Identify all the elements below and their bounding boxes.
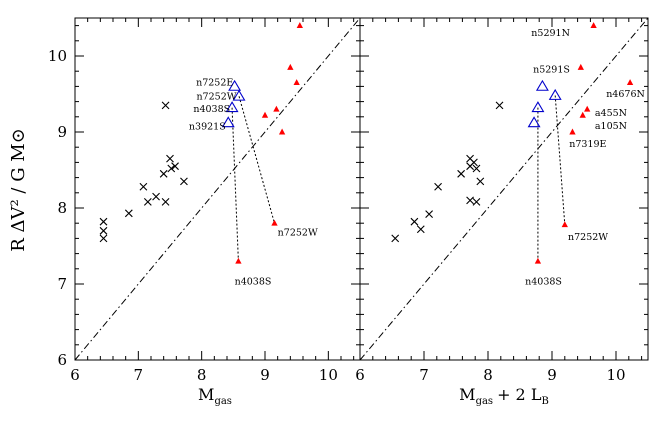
filled-triangle-point (273, 105, 280, 112)
x-marker-point (99, 217, 108, 226)
left-panel: 6 7 8 9 10 6 7 8 9 10 n7252E n7252W n4038S n3921S n725… (48, 17, 361, 384)
plot-frame-right (359, 17, 649, 361)
x-marker-point (167, 164, 176, 173)
x-tick-label: 8 (483, 366, 493, 384)
point-annotation: n5291N (531, 28, 570, 39)
x-marker-point (171, 162, 179, 171)
x-axis-label-left-main: M (198, 385, 214, 404)
x-marker-point (416, 225, 425, 234)
filled-triangle-point (584, 105, 591, 112)
filled-triangle-point (235, 257, 242, 264)
filled-triangle-point (278, 128, 286, 135)
x-axis-label-right-sub: gas (476, 396, 494, 407)
x-tick-label: 9 (547, 366, 557, 384)
x-marker-point (161, 101, 170, 110)
open-triangle-point (535, 79, 549, 91)
x-marker-point (472, 164, 481, 173)
x-marker-point (161, 198, 170, 206)
point-annotation: n4676N (606, 89, 645, 100)
point-annotation: n7252W (196, 91, 236, 102)
x-marker-point (139, 182, 148, 191)
filled-triangle-point (534, 257, 542, 264)
x-marker-point (143, 198, 152, 206)
point-annotation: n7319E (569, 139, 606, 150)
point-annotation: n7252E (196, 78, 233, 89)
point-annotation: n3921S (189, 122, 226, 133)
x-axis-label-left-sub: gas (214, 396, 232, 407)
point-annotation: n4038S (235, 277, 272, 288)
x-marker-point (470, 158, 478, 167)
filled-triangle-point (626, 79, 634, 86)
x-axis-label-right-main: M (459, 385, 475, 404)
open-triangle-point (228, 79, 242, 91)
point-annotation: a105N (595, 121, 627, 132)
y-axis-label: R ΔV² / G M⊙ (8, 128, 29, 252)
x-tick-label: 10 (606, 366, 625, 384)
x-marker-point (425, 210, 434, 218)
x-tick-label: 6 (70, 366, 80, 384)
point-annotation: n4038S (193, 104, 230, 115)
y-tick-label: 9 (57, 123, 67, 141)
point-annotation: n7252W (278, 227, 318, 238)
filled-triangle-point (293, 79, 300, 86)
filled-triangle-point (261, 111, 269, 118)
x-marker-point (472, 198, 481, 206)
filled-triangle-point (579, 111, 586, 118)
point-annotation: n5291S (533, 65, 570, 76)
point-annotation: a455N (595, 108, 627, 119)
y-tick-label: 8 (57, 199, 67, 217)
x-axis-label-right-tail-sub: B (541, 396, 548, 407)
x-marker-point (457, 169, 466, 178)
x-axis-label-left: Mgas (198, 385, 232, 407)
x-marker-point (391, 234, 400, 243)
x-marker-point (434, 182, 442, 191)
open-triangle-point (225, 101, 239, 113)
x-axis-label-right-tail: + 2 L (497, 385, 542, 404)
point-annotation: n4038S (525, 277, 562, 288)
x-marker-point (466, 196, 474, 205)
x-tick-label: 6 (355, 366, 365, 384)
filled-triangle-point (569, 128, 576, 135)
x-marker-point (410, 217, 419, 226)
diagonal-line-right (359, 17, 649, 361)
x-axis-label-right: Mgas + 2 LB (459, 385, 549, 407)
x-marker-point (476, 177, 485, 186)
filled-triangle-point (271, 219, 278, 226)
right-panel: 6 7 8 9 10 n5291N n5291S n4676N a455N a105N n7319E… (355, 17, 649, 384)
x-marker-point (152, 192, 160, 201)
open-triangle-point (221, 116, 235, 128)
filled-triangle-point (296, 22, 303, 29)
connector-line (231, 107, 239, 262)
x-marker-point (124, 209, 133, 218)
filled-triangle-point (577, 63, 584, 70)
filled-triangle-point (561, 221, 568, 228)
connector-line (554, 95, 566, 225)
y-tick-label: 6 (57, 351, 67, 369)
open-triangle-point (527, 116, 541, 128)
x-marker-point (99, 226, 108, 235)
open-triangle-point (232, 89, 246, 101)
x-marker-point (166, 154, 174, 163)
x-tick-label: 7 (419, 366, 429, 384)
point-annotation: n7252W (568, 232, 608, 243)
x-tick-label: 10 (319, 366, 338, 384)
x-marker-point (180, 177, 188, 186)
x-tick-label: 8 (197, 366, 207, 384)
diagonal-line-left (74, 17, 361, 361)
connector-line (238, 96, 275, 224)
filled-triangle-point (287, 63, 294, 70)
x-marker-point (99, 234, 108, 243)
x-tick-label: 7 (134, 366, 144, 384)
x-marker-point (495, 101, 504, 110)
open-triangle-point (548, 88, 562, 100)
filled-triangle-point (590, 22, 597, 29)
open-triangle-point (531, 101, 545, 113)
y-tick-label: 7 (57, 275, 67, 293)
y-tick-label: 10 (48, 47, 67, 65)
x-marker-point (159, 169, 168, 178)
x-tick-label: 9 (260, 366, 270, 384)
